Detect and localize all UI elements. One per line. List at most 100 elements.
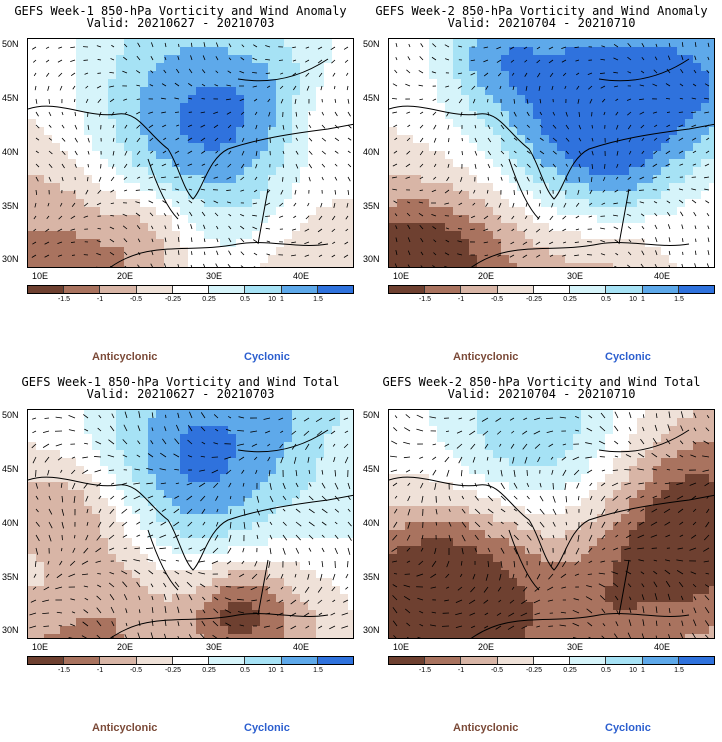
- colorbar-label: -1: [457, 667, 465, 674]
- map-panel-week2-anomaly: GEFS Week-2 850-hPa Vorticity and Wind A…: [361, 0, 722, 371]
- colorbar-label: -0.5: [490, 296, 504, 303]
- lat-label-45n: 45N: [363, 464, 380, 474]
- map-panel-week2-total: GEFS Week-2 850-hPa Vorticity and Wind T…: [361, 371, 722, 742]
- colorbar-swatch: [245, 286, 282, 293]
- colorbar-label: -1: [96, 296, 104, 303]
- lat-label-35n: 35N: [2, 201, 19, 211]
- legend-anticyclonic: Anticyclonic: [453, 722, 519, 734]
- colorbar: [388, 656, 715, 665]
- colorbar-label: 0.25: [563, 296, 577, 303]
- colorbar-swatch: [497, 286, 534, 293]
- legend-anticyclonic: Anticyclonic: [92, 722, 158, 734]
- panel-title: GEFS Week-1 850-hPa Vorticity and Wind T…: [21, 375, 340, 389]
- colorbar-swatch: [64, 657, 101, 664]
- lon-label-40e: 40E: [293, 642, 310, 652]
- colorbar-swatch: [642, 286, 679, 293]
- lon-label-40e: 40E: [654, 642, 671, 652]
- panel-title: GEFS Week-2 850-hPa Vorticity and Wind A…: [375, 4, 708, 18]
- lat-label-50n: 50N: [2, 39, 19, 49]
- colorbar-label: 1: [641, 667, 645, 674]
- colorbar-swatch: [64, 286, 101, 293]
- lat-label-35n: 35N: [363, 572, 380, 582]
- lon-label-10e: 10E: [32, 271, 49, 281]
- panel-title: GEFS Week-2 850-hPa Vorticity and Wind T…: [382, 375, 701, 389]
- colorbar-label: -0.25: [526, 296, 542, 303]
- colorbar-swatch: [389, 657, 426, 664]
- lat-label-45n: 45N: [2, 93, 19, 103]
- coastline: [28, 429, 353, 638]
- wind-vectors: [29, 411, 352, 638]
- lat-label-35n: 35N: [2, 572, 19, 582]
- colorbar-label: 0.5: [601, 296, 611, 303]
- legend-cyclonic: Cyclonic: [605, 351, 651, 363]
- panel-valid-dates: Valid: 20210704 - 20210710: [447, 16, 636, 30]
- colorbar-label: -1.5: [57, 296, 71, 303]
- colorbar-label: 0.5: [240, 296, 250, 303]
- colorbar-swatch: [281, 657, 318, 664]
- lat-label-30n: 30N: [363, 625, 380, 635]
- colorbar-label: -0.25: [165, 296, 181, 303]
- coastline: [389, 429, 714, 638]
- lon-label-10e: 10E: [32, 642, 49, 652]
- wind-vectors: [391, 42, 710, 267]
- colorbar-label: -0.25: [526, 667, 542, 674]
- colorbar-label: -0.5: [129, 667, 143, 674]
- lon-label-30e: 30E: [567, 642, 584, 652]
- colorbar-swatch: [606, 286, 643, 293]
- colorbar-label: 1.5: [674, 296, 684, 303]
- lat-label-50n: 50N: [363, 39, 380, 49]
- legend-cyclonic: Cyclonic: [244, 722, 290, 734]
- colorbar-swatch: [136, 657, 173, 664]
- colorbar-swatch: [136, 286, 173, 293]
- colorbar-swatch: [678, 286, 714, 293]
- legend-cyclonic: Cyclonic: [605, 722, 651, 734]
- colorbar-swatch: [461, 286, 498, 293]
- legend-anticyclonic: Anticyclonic: [453, 351, 519, 363]
- lat-label-35n: 35N: [363, 201, 380, 211]
- colorbar-label: -1: [457, 296, 465, 303]
- colorbar-swatch: [425, 657, 462, 664]
- colorbar-label: -0.25: [165, 667, 181, 674]
- colorbar-swatch: [678, 657, 714, 664]
- wind-vectors: [390, 411, 710, 638]
- lat-label-40n: 40N: [2, 518, 19, 528]
- colorbar: [388, 285, 715, 294]
- colorbar-swatch: [533, 286, 571, 293]
- wind-vectors: [31, 42, 352, 267]
- colorbar-swatch: [317, 657, 353, 664]
- vorticity-field: [389, 39, 714, 267]
- lat-label-45n: 45N: [2, 464, 19, 474]
- colorbar-scale-mark: 10: [629, 296, 637, 303]
- panel-valid-dates: Valid: 20210627 - 20210703: [86, 16, 275, 30]
- colorbar-label: -1.5: [418, 296, 432, 303]
- colorbar-label: -1.5: [418, 667, 432, 674]
- colorbar-swatch: [281, 286, 318, 293]
- colorbar-label: 0.25: [202, 296, 216, 303]
- colorbar-swatch: [570, 657, 607, 664]
- legend-cyclonic: Cyclonic: [244, 351, 290, 363]
- colorbar-scale-mark: 10: [629, 667, 637, 674]
- legend-anticyclonic: Anticyclonic: [92, 351, 158, 363]
- colorbar-label: -0.5: [490, 667, 504, 674]
- colorbar-swatch: [317, 286, 353, 293]
- lat-label-40n: 40N: [363, 518, 380, 528]
- lon-label-20e: 20E: [117, 642, 134, 652]
- map-panel-week1-anomaly: GEFS Week-1 850-hPa Vorticity and Wind A…: [0, 0, 361, 371]
- lon-label-20e: 20E: [117, 271, 134, 281]
- vorticity-map: [27, 409, 354, 639]
- lon-label-10e: 10E: [393, 642, 410, 652]
- colorbar: [27, 285, 354, 294]
- lat-label-40n: 40N: [2, 147, 19, 157]
- colorbar-swatch: [533, 657, 571, 664]
- colorbar-swatch: [172, 657, 210, 664]
- colorbar-label: -0.5: [129, 296, 143, 303]
- colorbar-label: 1: [641, 296, 645, 303]
- vorticity-map: [388, 409, 715, 639]
- colorbar-label: 1.5: [313, 667, 323, 674]
- panel-valid-dates: Valid: 20210627 - 20210703: [86, 387, 275, 401]
- vorticity-field: [28, 39, 353, 267]
- lon-label-10e: 10E: [393, 271, 410, 281]
- colorbar-label: 1.5: [674, 667, 684, 674]
- coastline: [28, 58, 353, 267]
- lat-label-30n: 30N: [363, 254, 380, 264]
